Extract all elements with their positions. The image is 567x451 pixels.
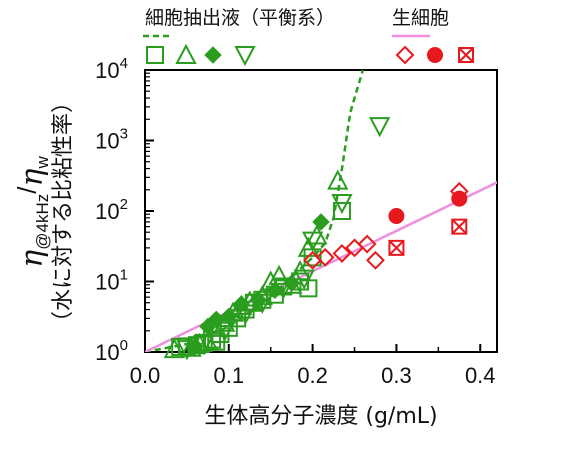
triangle-open-marker (268, 264, 290, 285)
x-tick-label: 0.1 (214, 363, 245, 388)
x-tick-label: 0.2 (297, 363, 328, 388)
circle-filled-marker (427, 47, 443, 63)
y-tick-label: 100 (95, 337, 128, 365)
diamond-open-marker (332, 244, 352, 263)
y-tick-label: 102 (95, 196, 128, 224)
square-open-marker (332, 202, 351, 220)
y-axis-subtitle: （水に対する比粘性率） (51, 91, 76, 333)
square-cross-box (388, 239, 405, 256)
square-cross-marker (451, 218, 468, 235)
axes (144, 69, 498, 353)
y-axis-title: η@4kHz/ηw (12, 156, 52, 268)
fit-lines (145, 69, 497, 352)
y-tick-label: 104 (95, 55, 128, 83)
square-cross-marker (458, 47, 474, 63)
legend-title-live-cell: 生細胞 (392, 7, 449, 29)
legend: 細胞抽出液（平衡系） 生細胞 (143, 7, 474, 67)
triangle-down-open-marker (272, 279, 294, 300)
diamond-filled-marker (204, 46, 222, 64)
y-tick-label: 103 (95, 126, 128, 154)
square-cross-line (458, 47, 474, 63)
triangle-down-open-marker (331, 193, 353, 215)
triangle-open-marker (327, 169, 349, 190)
x-tick-label: 0.4 (465, 363, 496, 388)
y-tick-label: 101 (95, 267, 128, 295)
axis-titles: 生体高分子濃度 (g/mL) η@4kHz/ηw （水に対する比粘性率） (12, 91, 438, 429)
square-cross-line (451, 218, 467, 235)
diamond-filled-marker (220, 307, 238, 326)
diamond-open-marker (315, 247, 335, 267)
data-points (163, 117, 469, 361)
square-cross-line (388, 240, 405, 256)
triangle-down-open-marker (176, 340, 198, 361)
legend-title-extract: 細胞抽出液（平衡系） (145, 7, 335, 29)
x-axis-title: 生体高分子濃度 (g/mL) (204, 404, 437, 429)
x-tick-label: 0.0 (130, 363, 161, 388)
square-open-marker (146, 46, 164, 64)
square-cross-box (451, 218, 468, 235)
triangle-down-open-marker (293, 269, 315, 290)
diamond-open-marker (395, 45, 415, 65)
circle-filled-marker (388, 207, 405, 224)
triangle-down-open-marker (193, 334, 215, 356)
tick-labels: 0.0 0.1 0.2 0.3 0.4 100 101 102 103 104 (95, 55, 495, 388)
square-cross-marker (388, 239, 405, 256)
triangle-down-open-marker (234, 304, 257, 325)
triangle-open-marker (197, 330, 219, 351)
triangle-open-marker (175, 43, 197, 64)
x-tick-label: 0.3 (381, 363, 412, 388)
triangle-down-open-marker (213, 321, 236, 342)
diamond-open-marker (366, 250, 385, 270)
plot-frame (144, 69, 498, 353)
square-cross-box (458, 47, 474, 63)
circle-filled-marker (451, 190, 468, 207)
diamond-open-marker (357, 234, 377, 254)
diamond-filled-marker (312, 213, 330, 231)
triangle-down-open-marker (234, 46, 256, 67)
triangle-open-marker (163, 337, 185, 359)
triangle-down-open-marker (251, 293, 273, 314)
triangle-down-open-marker (369, 117, 391, 138)
triangle-down-open-marker (301, 231, 324, 252)
